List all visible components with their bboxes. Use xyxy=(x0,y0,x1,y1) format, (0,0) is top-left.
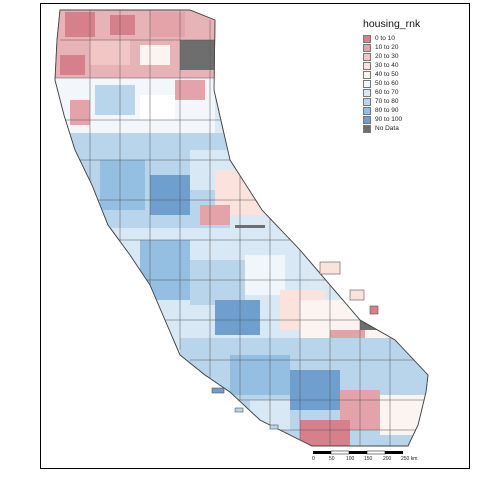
legend-item: 20 to 30 xyxy=(363,52,420,61)
legend-label: 30 to 40 xyxy=(375,62,399,69)
legend-label: No Data xyxy=(375,125,399,132)
legend-item: 80 to 90 xyxy=(363,106,420,115)
legend-item: 90 to 100 xyxy=(363,115,420,124)
legend-label: 50 to 60 xyxy=(375,80,399,87)
legend-swatch xyxy=(363,115,371,124)
legend-swatch xyxy=(363,97,371,106)
scale-tick-label: 200 xyxy=(383,456,392,462)
scale-tick-label: 250 km xyxy=(401,456,418,462)
legend-label: 80 to 90 xyxy=(375,107,399,114)
scale-tick-label: 50 xyxy=(329,456,335,462)
legend-label: 20 to 30 xyxy=(375,53,399,60)
legend-label: 40 to 50 xyxy=(375,71,399,78)
legend-item: 0 to 10 xyxy=(363,34,420,43)
legend-item: No Data xyxy=(363,124,420,133)
legend-item: 30 to 40 xyxy=(363,61,420,70)
scale-tick-label: 0 xyxy=(312,456,315,462)
legend-swatch xyxy=(363,61,371,70)
legend-item: 10 to 20 xyxy=(363,43,420,52)
outlying-regions xyxy=(211,261,379,430)
legend-label: 60 to 70 xyxy=(375,89,399,96)
legend-swatch xyxy=(363,52,371,61)
legend-label: 0 to 10 xyxy=(375,35,395,42)
legend-label: 10 to 20 xyxy=(375,44,399,51)
legend-item: 70 to 80 xyxy=(363,97,420,106)
legend-swatch xyxy=(363,124,371,133)
legend-swatch xyxy=(363,106,371,115)
legend-swatch xyxy=(363,79,371,88)
tract-boundaries xyxy=(55,10,425,446)
legend-item: 50 to 60 xyxy=(363,79,420,88)
state-outline xyxy=(54,9,429,447)
scale-tick-label: 150 xyxy=(364,456,373,462)
legend-item: 60 to 70 xyxy=(363,88,420,97)
legend-item: 40 to 50 xyxy=(363,70,420,79)
legend-title: housing_rnk xyxy=(363,18,421,30)
scale-tick-label: 100 xyxy=(346,456,355,462)
scale-bar-graphic xyxy=(313,450,403,455)
map-legend: housing_rnk 0 to 10 10 to 20 20 to 30 30 to… xyxy=(363,18,420,133)
legend-swatch xyxy=(363,70,371,79)
legend-swatch xyxy=(363,34,371,43)
legend-label: 70 to 80 xyxy=(375,98,399,105)
legend-swatch xyxy=(363,43,371,52)
legend-label: 90 to 100 xyxy=(375,116,403,123)
legend-swatch xyxy=(363,88,371,97)
